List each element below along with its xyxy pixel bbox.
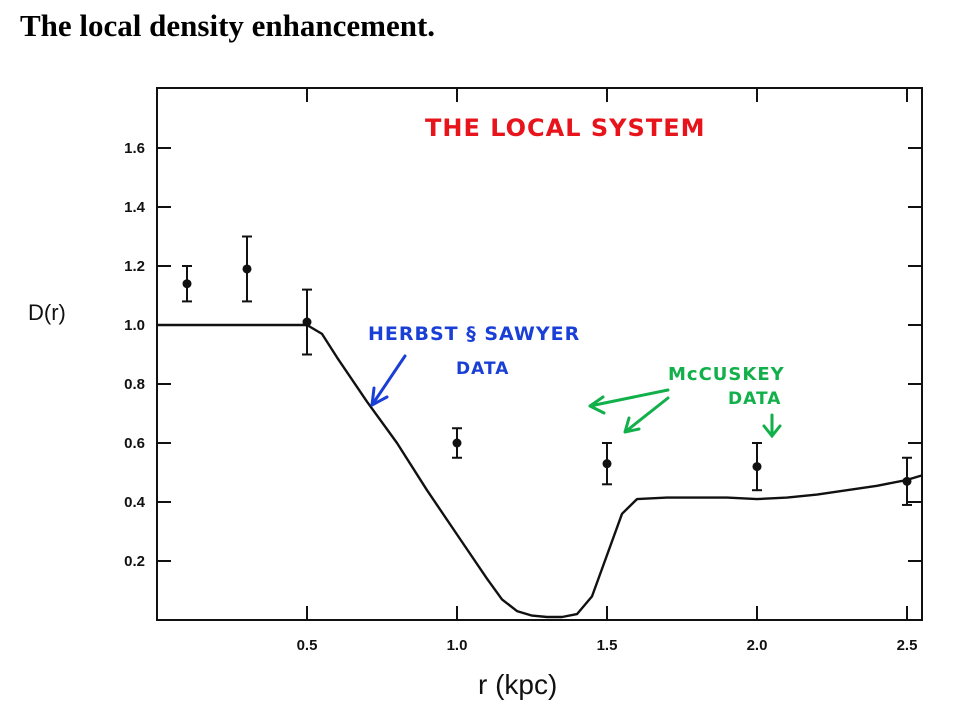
x-tick-label: 2.5 xyxy=(897,637,918,654)
herbst-sawyer-data-label: DATA xyxy=(456,359,509,379)
mccuskey-data-label: DATA xyxy=(728,389,781,409)
y-tick-label: 1.0 xyxy=(124,317,145,334)
herbst-sawyer-label: HERBST § SAWYER xyxy=(368,323,580,345)
data-point xyxy=(602,459,612,469)
y-tick-label: 1.4 xyxy=(124,199,146,216)
slide-title: The local density enhancement. xyxy=(20,8,436,43)
data-points xyxy=(182,235,912,506)
axis-ticks xyxy=(157,88,922,620)
data-point xyxy=(452,438,462,448)
y-axis-label: D(r) xyxy=(28,300,66,325)
chart-title: THE LOCAL SYSTEM xyxy=(425,114,705,142)
mccuskey-label: McCUSKEY xyxy=(668,364,785,385)
y-tick-label: 0.4 xyxy=(124,494,146,511)
data-point xyxy=(242,264,252,274)
x-tick-label: 2.0 xyxy=(747,637,768,654)
y-tick-label: 1.6 xyxy=(124,140,145,157)
data-point xyxy=(302,317,312,327)
y-tick-label: 1.2 xyxy=(124,258,145,275)
mccuskey-arrow-1 xyxy=(588,388,670,415)
plot-frame xyxy=(156,87,923,621)
herbst-sawyer-arrow xyxy=(370,354,407,407)
data-point xyxy=(902,476,912,486)
model-curve xyxy=(157,323,923,619)
y-tick-label: 0.2 xyxy=(124,553,145,570)
x-tick-label: 1.5 xyxy=(597,637,618,654)
x-axis-label: r (kpc) xyxy=(478,669,557,700)
mccuskey-arrow-2 xyxy=(623,396,670,434)
mccuskey-arrow-3 xyxy=(762,413,782,439)
x-tick-label: 1.0 xyxy=(447,637,468,654)
data-point xyxy=(182,279,192,289)
tick-labels: 0.2 0.4 0.6 0.8 1.0 1.2 1.4 1.6 0.5 1.0 1.5 2.0 2.5 xyxy=(124,140,917,654)
data-point xyxy=(752,462,762,472)
y-tick-label: 0.6 xyxy=(124,435,145,452)
x-tick-label: 0.5 xyxy=(297,637,318,654)
y-tick-label: 0.8 xyxy=(124,376,145,393)
